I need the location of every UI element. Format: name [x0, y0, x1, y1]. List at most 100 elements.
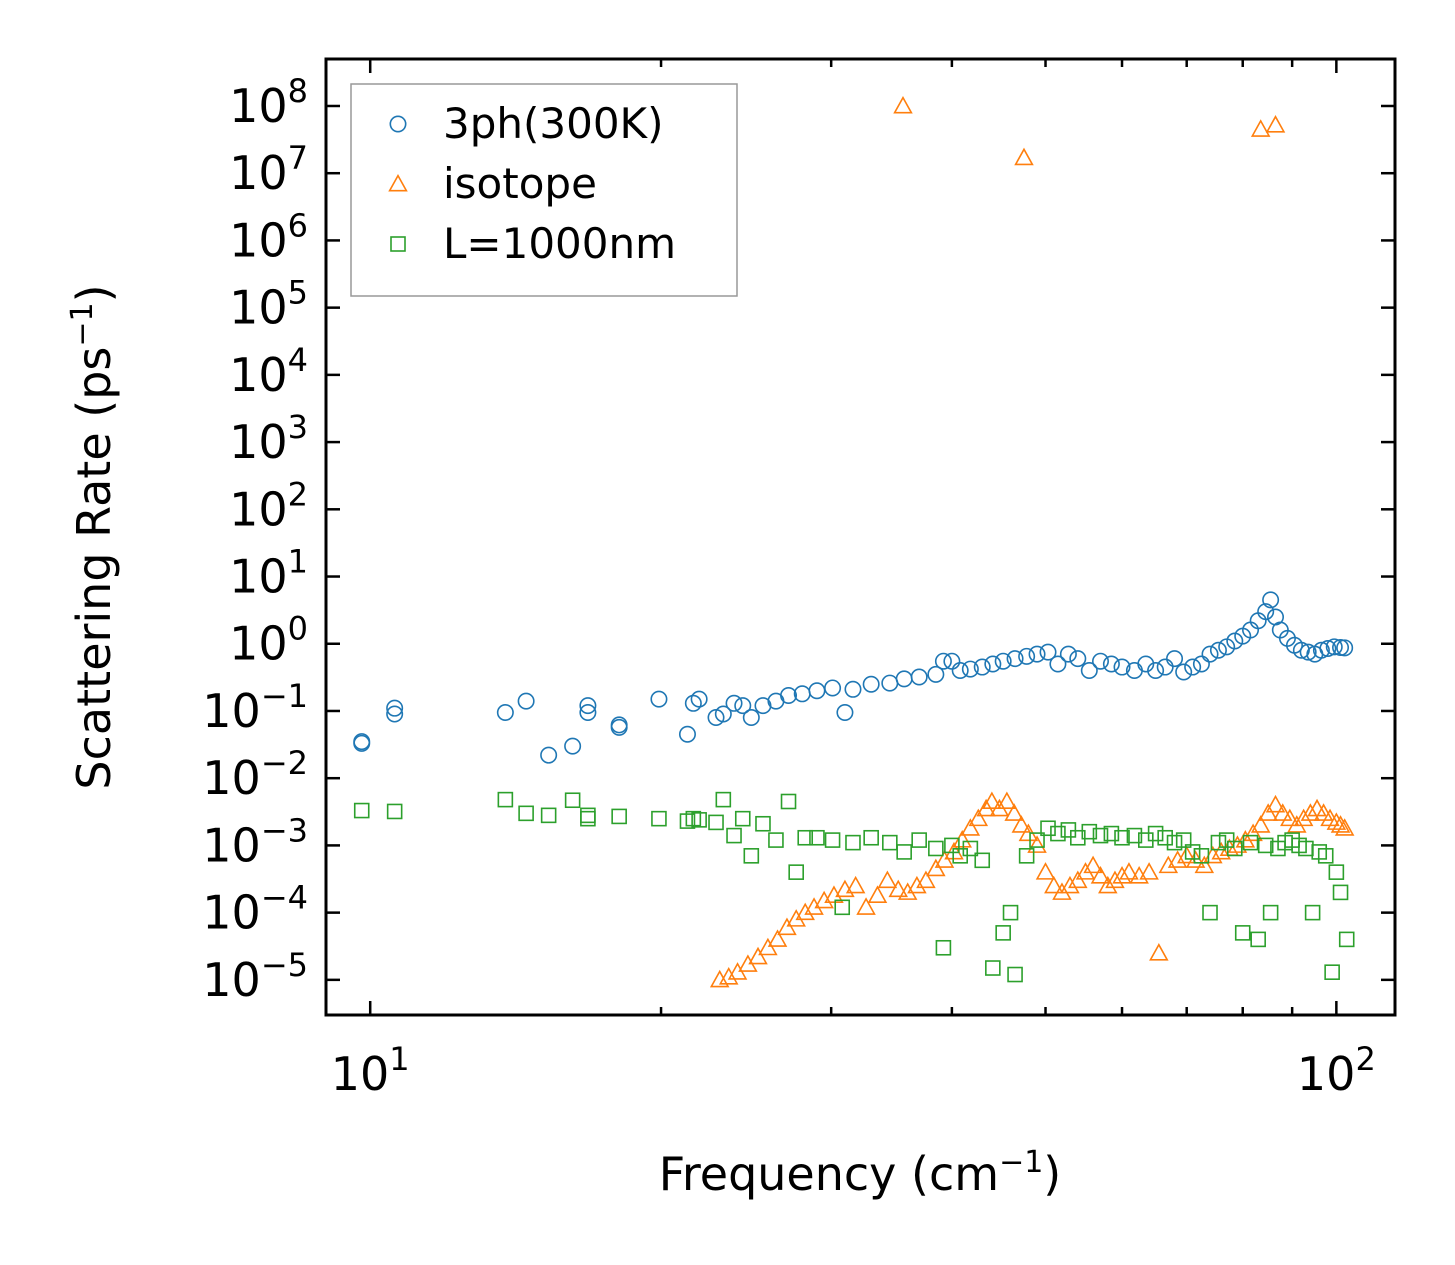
data-point — [1070, 829, 1086, 846]
data-point — [856, 897, 876, 915]
data-point — [867, 885, 888, 903]
data-point — [685, 810, 702, 827]
data-point — [1250, 815, 1271, 833]
data-point — [1090, 866, 1111, 884]
data-point — [911, 832, 927, 848]
data-point — [1210, 834, 1227, 851]
data-point — [780, 793, 797, 810]
data-point — [1149, 943, 1169, 961]
data-point — [1040, 820, 1056, 837]
data-point — [882, 834, 898, 851]
y-tick-label: 100 — [229, 610, 308, 671]
data-point — [1166, 650, 1184, 668]
data-point — [1068, 870, 1088, 889]
data-point — [1175, 663, 1193, 681]
data-point — [1004, 803, 1024, 821]
data-point — [888, 879, 909, 898]
data-point — [926, 858, 946, 877]
data-point — [1083, 855, 1103, 874]
data-point — [1201, 645, 1219, 663]
legend-marker — [390, 236, 406, 252]
data-point — [651, 810, 667, 827]
legend-entry: 3ph(300K) — [389, 99, 663, 148]
data-point — [758, 937, 778, 956]
data-point — [353, 802, 370, 819]
data-point — [952, 830, 973, 848]
data-point — [1102, 655, 1120, 673]
data-point — [579, 703, 597, 721]
data-point — [824, 832, 841, 848]
data-point — [1313, 803, 1334, 821]
data-point — [1060, 822, 1077, 838]
y-tick-label: 104 — [229, 341, 308, 402]
data-point — [1139, 862, 1159, 880]
data-point — [1091, 652, 1109, 670]
data-point — [973, 658, 991, 676]
data-point — [709, 969, 730, 988]
data-point — [1035, 862, 1056, 880]
data-point — [1157, 829, 1173, 846]
y-tick-label: 10−1 — [202, 677, 308, 738]
x-tick-label: 101 — [331, 1040, 410, 1101]
data-point — [985, 960, 1001, 976]
data-point — [804, 897, 824, 915]
data-point — [564, 737, 582, 755]
y-tick-label: 106 — [229, 206, 308, 267]
data-point — [1325, 638, 1343, 656]
data-point — [786, 909, 806, 927]
data-point — [1156, 658, 1174, 676]
data-point — [564, 792, 581, 809]
data-point — [1257, 837, 1274, 854]
data-point — [1317, 848, 1334, 864]
data-point — [742, 708, 760, 726]
data-point — [1258, 803, 1278, 821]
data-point — [1002, 904, 1019, 921]
data-point — [1334, 818, 1355, 836]
data-point — [934, 850, 955, 868]
data-point — [844, 680, 862, 698]
data-point — [1059, 645, 1077, 663]
data-point — [910, 668, 928, 686]
data-point — [1103, 825, 1120, 842]
data-point — [808, 682, 826, 700]
data-point — [1226, 840, 1243, 857]
data-point — [1044, 875, 1064, 894]
data-point — [777, 917, 797, 936]
y-tick-label: 108 — [229, 72, 308, 133]
data-point — [1060, 875, 1080, 894]
data-point — [1080, 661, 1098, 679]
data-point — [962, 840, 979, 857]
data-point — [517, 692, 535, 710]
y-axis-title: Scattering Rate (ps−1) — [65, 284, 121, 789]
data-point — [1049, 655, 1067, 673]
data-point — [995, 925, 1011, 941]
data-point — [1098, 875, 1118, 894]
data-point — [935, 939, 952, 956]
data-point — [1050, 825, 1066, 842]
data-point — [1202, 904, 1218, 921]
data-point — [1184, 844, 1201, 860]
data-point — [715, 791, 732, 808]
data-point — [1307, 798, 1327, 817]
y-tick-label: 10−4 — [202, 879, 308, 940]
series-L=1000nm — [353, 791, 1355, 983]
data-point — [1250, 931, 1266, 948]
legend-entries: 3ph(300K) isotope L=1000nm — [388, 99, 676, 268]
data-point — [1147, 661, 1165, 679]
x-tick-label: 102 — [1297, 1040, 1376, 1101]
data-point — [1105, 870, 1125, 889]
data-point — [679, 813, 696, 829]
data-point — [809, 829, 825, 846]
data-point — [1300, 803, 1321, 821]
data-point — [951, 661, 969, 679]
data-point — [386, 803, 403, 820]
data-point — [1328, 864, 1345, 880]
data-point — [1265, 794, 1286, 813]
data-point — [795, 902, 815, 921]
data-point — [580, 810, 596, 827]
data-point — [1081, 823, 1098, 840]
data-point — [845, 834, 861, 851]
data-point — [982, 791, 1002, 810]
data-point — [714, 705, 732, 723]
